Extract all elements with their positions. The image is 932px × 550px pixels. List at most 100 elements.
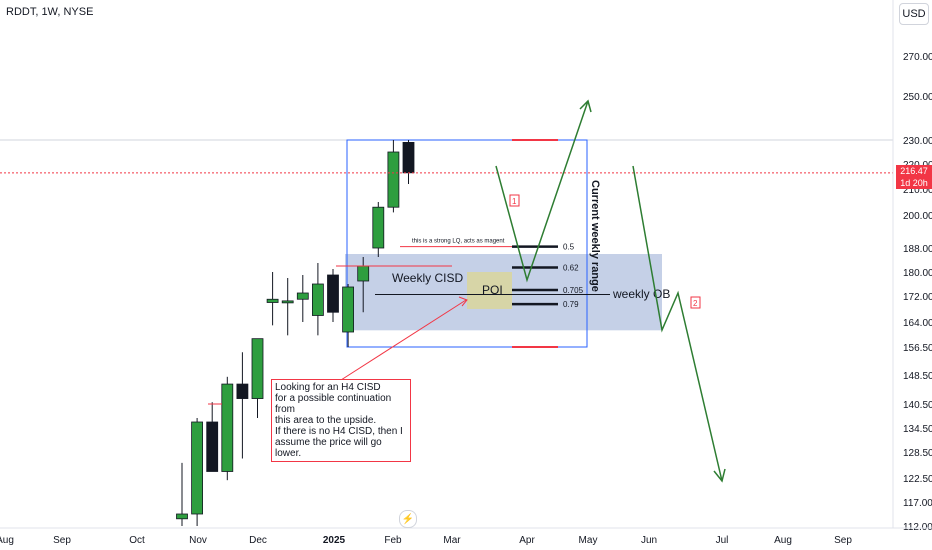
price-tick-label: 210.00	[903, 185, 932, 196]
candle[interactable]	[342, 284, 355, 347]
candle-body	[402, 141, 415, 174]
fib-level-label: 0.62	[563, 264, 579, 273]
note-connector	[340, 299, 467, 381]
candle[interactable]	[402, 140, 415, 184]
candle-body	[251, 338, 264, 399]
time-axis: Aug Sep Oct Nov Dec 2025 Feb Mar Apr May Jun Jul Aug…	[0, 527, 932, 546]
candle-body	[176, 513, 188, 520]
candle[interactable]	[327, 269, 339, 322]
time-tick-label: Jun	[641, 535, 657, 546]
last-price-label: 216.47 1d 20h	[896, 165, 932, 189]
candle[interactable]	[311, 263, 324, 336]
time-tick-label: Sep	[834, 535, 852, 546]
lightning-icon[interactable]: ⚡	[399, 510, 417, 528]
weekly-ob-label: weekly OB	[612, 287, 670, 301]
arrow-head	[458, 296, 468, 307]
candle-body	[311, 283, 324, 316]
price-tick-label: 140.50	[903, 400, 932, 411]
candle[interactable]	[251, 338, 264, 418]
price-tick-label: 164.00	[903, 318, 932, 329]
candle[interactable]	[176, 462, 188, 526]
arrow-head	[579, 99, 592, 113]
candle-body	[221, 383, 234, 472]
bearish-path[interactable]	[632, 165, 723, 482]
poi-zone[interactable]	[467, 272, 512, 309]
marker-label: 1	[512, 197, 517, 206]
candle[interactable]	[387, 140, 400, 213]
price-tick-label: 117.00	[903, 498, 932, 509]
price-axis: 270.00250.00230.00220.00210.00200.00188.…	[892, 0, 932, 533]
candle-body	[327, 274, 339, 313]
time-tick-label: 2025	[323, 535, 346, 546]
candle-body	[387, 151, 400, 208]
candle-body	[296, 292, 309, 300]
last-price-value: 216.47	[900, 166, 928, 176]
time-tick-label: Nov	[189, 535, 207, 546]
time-tick-label: Mar	[443, 535, 461, 546]
fib-level-label: 0.79	[563, 300, 579, 309]
price-tick-label: 134.50	[903, 424, 932, 435]
time-tick-label: Sep	[53, 535, 71, 546]
marker-box	[509, 194, 520, 207]
bar-countdown: 1d 20h	[900, 178, 928, 188]
candle[interactable]	[221, 376, 234, 481]
candle[interactable]	[296, 275, 309, 322]
candle-body	[372, 206, 385, 249]
price-tick-label: 250.00	[903, 92, 932, 103]
note-line: for a possible continuation from	[275, 393, 392, 415]
time-tick-label: Feb	[384, 535, 402, 546]
weekly-range-box[interactable]	[346, 139, 588, 348]
marker-label: 2	[693, 299, 698, 308]
price-tick-label: 230.00	[903, 136, 932, 147]
time-tick-label: Oct	[129, 535, 145, 546]
note-line: Looking for an H4 CISD	[275, 382, 381, 393]
candle-body	[342, 286, 355, 333]
price-tick-label: 156.50	[903, 343, 932, 354]
price-tick-label: 172.00	[903, 292, 932, 303]
candle[interactable]	[236, 352, 249, 459]
note-line: assume the price will go lower.	[275, 437, 382, 459]
candle-body	[281, 300, 294, 304]
fib-level-label: 0.705	[563, 286, 584, 295]
note-line: If there is no H4 CISD, then I	[275, 426, 403, 437]
candle-body	[266, 298, 279, 303]
note-line: this area to the upside.	[275, 415, 377, 426]
bullish-path[interactable]	[495, 100, 589, 283]
currency-button[interactable]: USD	[899, 3, 929, 25]
price-tick-label: 148.50	[903, 371, 932, 382]
time-tick-label: Aug	[774, 535, 792, 546]
range-label: Current weekly range	[589, 180, 601, 292]
time-tick-label: Jul	[716, 535, 729, 546]
chart-zones	[345, 139, 662, 348]
price-tick-label: 180.00	[903, 268, 932, 279]
candle[interactable]	[191, 418, 204, 526]
candle[interactable]	[281, 278, 294, 336]
time-tick-label: Aug	[0, 535, 14, 546]
fib-level-label: 0.5	[563, 243, 575, 252]
symbol-title[interactable]: RDDT, 1W, NYSE	[6, 6, 94, 18]
time-tick-label: Apr	[519, 535, 535, 546]
analysis-note[interactable]: Looking for an H4 CISD for a possible co…	[271, 379, 411, 462]
price-tick-label: 188.00	[903, 244, 932, 255]
price-tick-label: 270.00	[903, 52, 932, 63]
price-tick-label: 122.50	[903, 474, 932, 485]
price-tick-label: 128.50	[903, 448, 932, 459]
candle[interactable]	[372, 202, 385, 257]
candle[interactable]	[266, 272, 279, 326]
candle[interactable]	[206, 402, 219, 472]
lq-label: this is a strong LQ, acts as magent	[412, 239, 505, 245]
poi-label: POI	[482, 283, 503, 297]
candle-body	[206, 421, 219, 472]
candle-body	[191, 421, 204, 515]
price-tick-label: 200.00	[903, 211, 932, 222]
candles	[176, 140, 415, 526]
drawings: 0.5 0.62 0.705 0.79 Weekly CISD POI weekly OB t…	[0, 99, 893, 483]
candle-body	[357, 265, 370, 282]
arrow-head	[713, 468, 726, 483]
weekly-cisd-label: Weekly CISD	[392, 271, 463, 285]
time-tick-label: Dec	[249, 535, 267, 546]
marker-box	[690, 296, 701, 309]
candle-body	[236, 383, 249, 399]
time-tick-label: May	[579, 535, 598, 546]
